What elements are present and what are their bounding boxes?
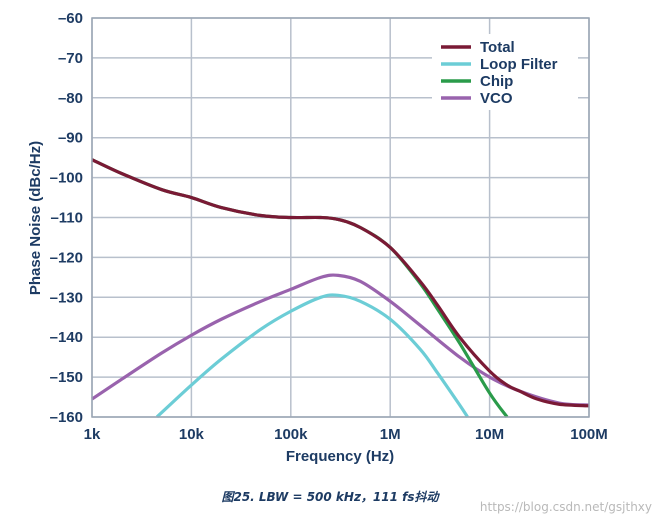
y-tick-label: –80 [58, 90, 83, 107]
x-tick-label: 10k [179, 426, 205, 443]
y-tick-label: –110 [50, 210, 83, 227]
series-line-total [91, 158, 590, 408]
y-axis-label: Phase Noise (dBc/Hz) [27, 141, 44, 295]
y-tick-label: –160 [50, 409, 83, 426]
watermark: https://blog.csdn.net/gsjthxy [479, 500, 652, 514]
x-tick-label: 100k [274, 426, 308, 443]
x-tick-label: 10M [475, 426, 504, 443]
x-tick-labels: 1k 10k 100k 1M 10M 100M [84, 426, 608, 443]
x-axis-label: Frequency (Hz) [286, 448, 394, 465]
series-line-vco [91, 273, 590, 407]
series-line-chip [91, 158, 509, 418]
y-tick-label: –100 [50, 170, 83, 187]
y-tick-label: –140 [50, 329, 83, 346]
plot-frame [91, 17, 590, 418]
y-tick-labels: –60 –70 –80 –90 –100 –110 –120 –130 –140 –150 –160 [50, 10, 83, 426]
figure-caption: 图25. LBW = 500 kHz，111 fs抖动 [221, 490, 439, 504]
y-tick-label: –90 [58, 130, 83, 147]
x-tick-label: 1M [380, 426, 401, 443]
legend-label-loop-filter: Loop Filter [480, 56, 558, 73]
legend-label-chip: Chip [480, 73, 513, 90]
y-tick-label: –150 [50, 369, 83, 386]
legend-label-total: Total [480, 39, 515, 56]
series-layer [91, 158, 590, 419]
y-tick-label: –70 [58, 50, 83, 67]
series-line-loop-filter [155, 293, 469, 419]
legend-label-vco: VCO [480, 90, 513, 107]
x-tick-label: 100M [570, 426, 608, 443]
y-tick-label: –60 [58, 10, 83, 27]
y-tick-label: –130 [50, 289, 83, 306]
x-tick-label: 1k [84, 426, 101, 443]
y-tick-label: –120 [50, 249, 83, 266]
